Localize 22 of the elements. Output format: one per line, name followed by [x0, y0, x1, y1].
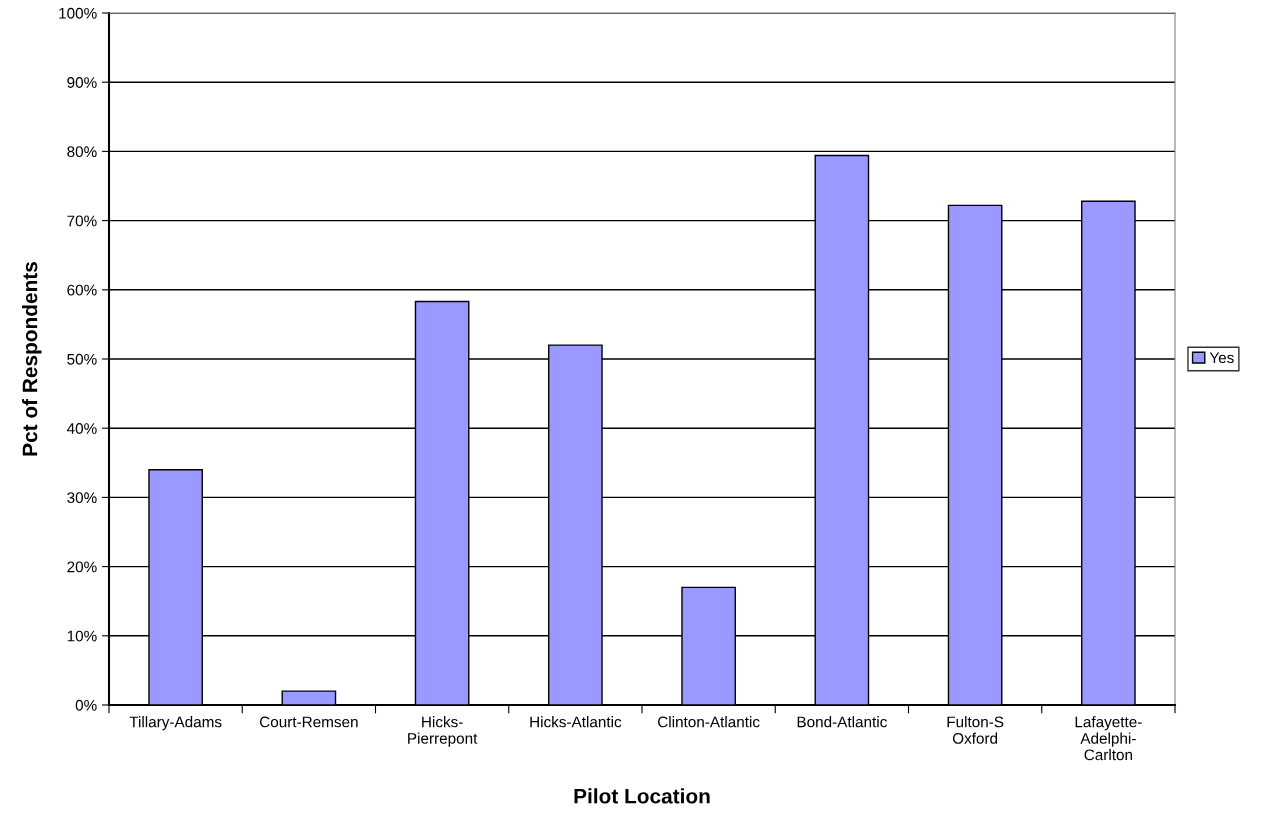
x-axis-title: Pilot Location	[574, 788, 710, 804]
y-tick-label: 50%	[67, 353, 97, 365]
y-tick-label: 30%	[67, 492, 97, 504]
y-tick-label: 0%	[75, 699, 97, 711]
x-tick-label: Clinton-Atlantic	[658, 716, 760, 728]
x-tick-label: Fulton-S Oxford	[947, 716, 1004, 744]
y-axis-title: Pct of Respondents	[22, 262, 42, 456]
y-tick-label: 40%	[66, 423, 97, 434]
y-tick-label: 20%	[67, 561, 97, 573]
x-tick-label: Tillary-Adams	[129, 716, 222, 731]
x-tick-label: Lafayette- Adelphi- Carlton	[1075, 716, 1142, 761]
y-tick-label: 80%	[67, 146, 97, 158]
x-tick-label: Hicks-Atlantic	[530, 716, 622, 728]
y-tick-label: 90%	[67, 77, 97, 88]
x-tick-label: Court-Remsen	[259, 716, 358, 728]
legend-label: Yes	[1209, 352, 1234, 364]
x-tick-label: Bond-Atlantic	[797, 716, 887, 728]
y-tick-label: 60%	[67, 284, 97, 296]
y-tick-label: 100%	[59, 7, 97, 19]
y-tick-label: 10%	[67, 630, 97, 642]
y-tick-label: 70%	[67, 215, 97, 227]
x-tick-label: Hicks- Pierrepont	[408, 716, 478, 747]
